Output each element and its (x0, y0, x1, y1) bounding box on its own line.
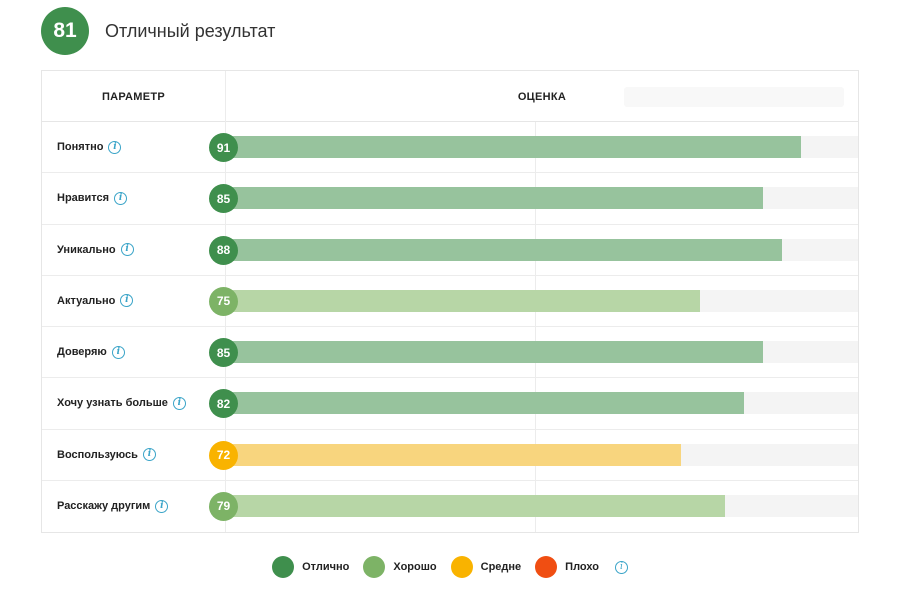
legend-item-good: Хорошо (363, 556, 437, 578)
legend-label: Плохо (565, 561, 599, 573)
legend-label: Отлично (302, 561, 350, 573)
parameter-label: Уникально i (57, 225, 134, 275)
table-row: Уникально i 88 (42, 225, 858, 276)
parameter-label: Расскажу другим i (57, 481, 169, 532)
table-row: Доверяю i 85 (42, 327, 858, 379)
score-value-badge: 75 (209, 286, 238, 316)
parameter-label: Нравится i (57, 173, 128, 223)
header-placeholder-block (624, 87, 844, 107)
parameter-label: Хочу узнать больше i (57, 378, 186, 428)
score-value-badge: 88 (209, 235, 238, 265)
legend-dot (535, 556, 558, 578)
result-title: Отличный результат (105, 20, 276, 41)
grid-line (225, 122, 226, 532)
rating-table: ПАРАМЕТР ОЦЕНКА Понятно i 91 Нравится i 85 Уни… (41, 70, 859, 533)
score-bar (226, 494, 726, 517)
legend-item-average: Средне (450, 556, 522, 578)
info-icon[interactable]: i (172, 396, 186, 410)
table-row: Актуально i 75 (42, 276, 858, 327)
overall-score-badge: 81 (41, 7, 89, 55)
info-icon[interactable]: i (108, 140, 122, 154)
table-row: Понятно i 91 (42, 122, 858, 174)
legend-dot (450, 556, 473, 578)
grid-line (535, 122, 536, 532)
score-bar (226, 392, 745, 415)
info-icon[interactable]: i (142, 448, 156, 462)
parameter-name: Актуально (57, 294, 116, 307)
parameter-label: Понятно i (57, 122, 122, 172)
score-value-badge: 82 (209, 389, 238, 419)
column-header-score-label: ОЦЕНКА (517, 90, 567, 103)
score-value-badge: 85 (209, 184, 238, 214)
legend-info-icon[interactable]: i (614, 560, 628, 574)
info-icon[interactable]: i (120, 243, 134, 257)
column-header-score: ОЦЕНКА (225, 71, 858, 122)
score-bar (226, 187, 764, 210)
legend-dot (363, 556, 386, 578)
table-row: Нравится i 85 (42, 173, 858, 225)
parameter-name: Понятно (57, 141, 104, 154)
info-icon[interactable]: i (114, 191, 128, 205)
score-value-badge: 85 (209, 338, 238, 367)
table-row: Расскажу другим i 79 (42, 481, 858, 532)
score-value-badge: 91 (209, 133, 238, 162)
legend-item-excellent: Отлично (272, 556, 349, 578)
info-icon[interactable]: i (111, 345, 125, 359)
parameter-label: Воспользуюсь i (57, 430, 156, 480)
score-bar (226, 341, 764, 363)
parameter-name: Доверяю (57, 346, 107, 359)
score-bar (226, 238, 783, 261)
parameter-name: Расскажу другим (57, 500, 151, 513)
legend-item-bad: Плохо (535, 556, 599, 578)
legend-label: Хорошо (393, 561, 437, 573)
score-value-badge: 79 (209, 491, 238, 521)
parameter-name: Нравится (57, 192, 110, 205)
score-value-badge: 72 (209, 440, 238, 470)
parameter-name: Уникально (57, 243, 116, 256)
score-bar (226, 136, 802, 158)
parameter-name: Воспользуюсь (57, 448, 138, 461)
column-header-parameter: ПАРАМЕТР (101, 90, 166, 103)
info-icon[interactable]: i (120, 294, 134, 308)
info-icon[interactable]: i (155, 499, 169, 513)
legend: Отлично Хорошо Средне Плохо i (0, 556, 900, 578)
parameter-label: Доверяю i (57, 327, 125, 377)
table-row: Хочу узнать больше i 82 (42, 378, 858, 430)
result-header: 81 Отличный результат (41, 7, 275, 55)
table-row: Воспользуюсь i 72 (42, 430, 858, 481)
legend-label: Средне (480, 561, 522, 573)
table-header: ПАРАМЕТР ОЦЕНКА (42, 71, 858, 122)
legend-dot (272, 556, 295, 578)
score-bar (226, 289, 700, 312)
score-bar (226, 443, 682, 466)
parameter-name: Хочу узнать больше (57, 397, 168, 410)
parameter-label: Актуально i (57, 276, 134, 326)
